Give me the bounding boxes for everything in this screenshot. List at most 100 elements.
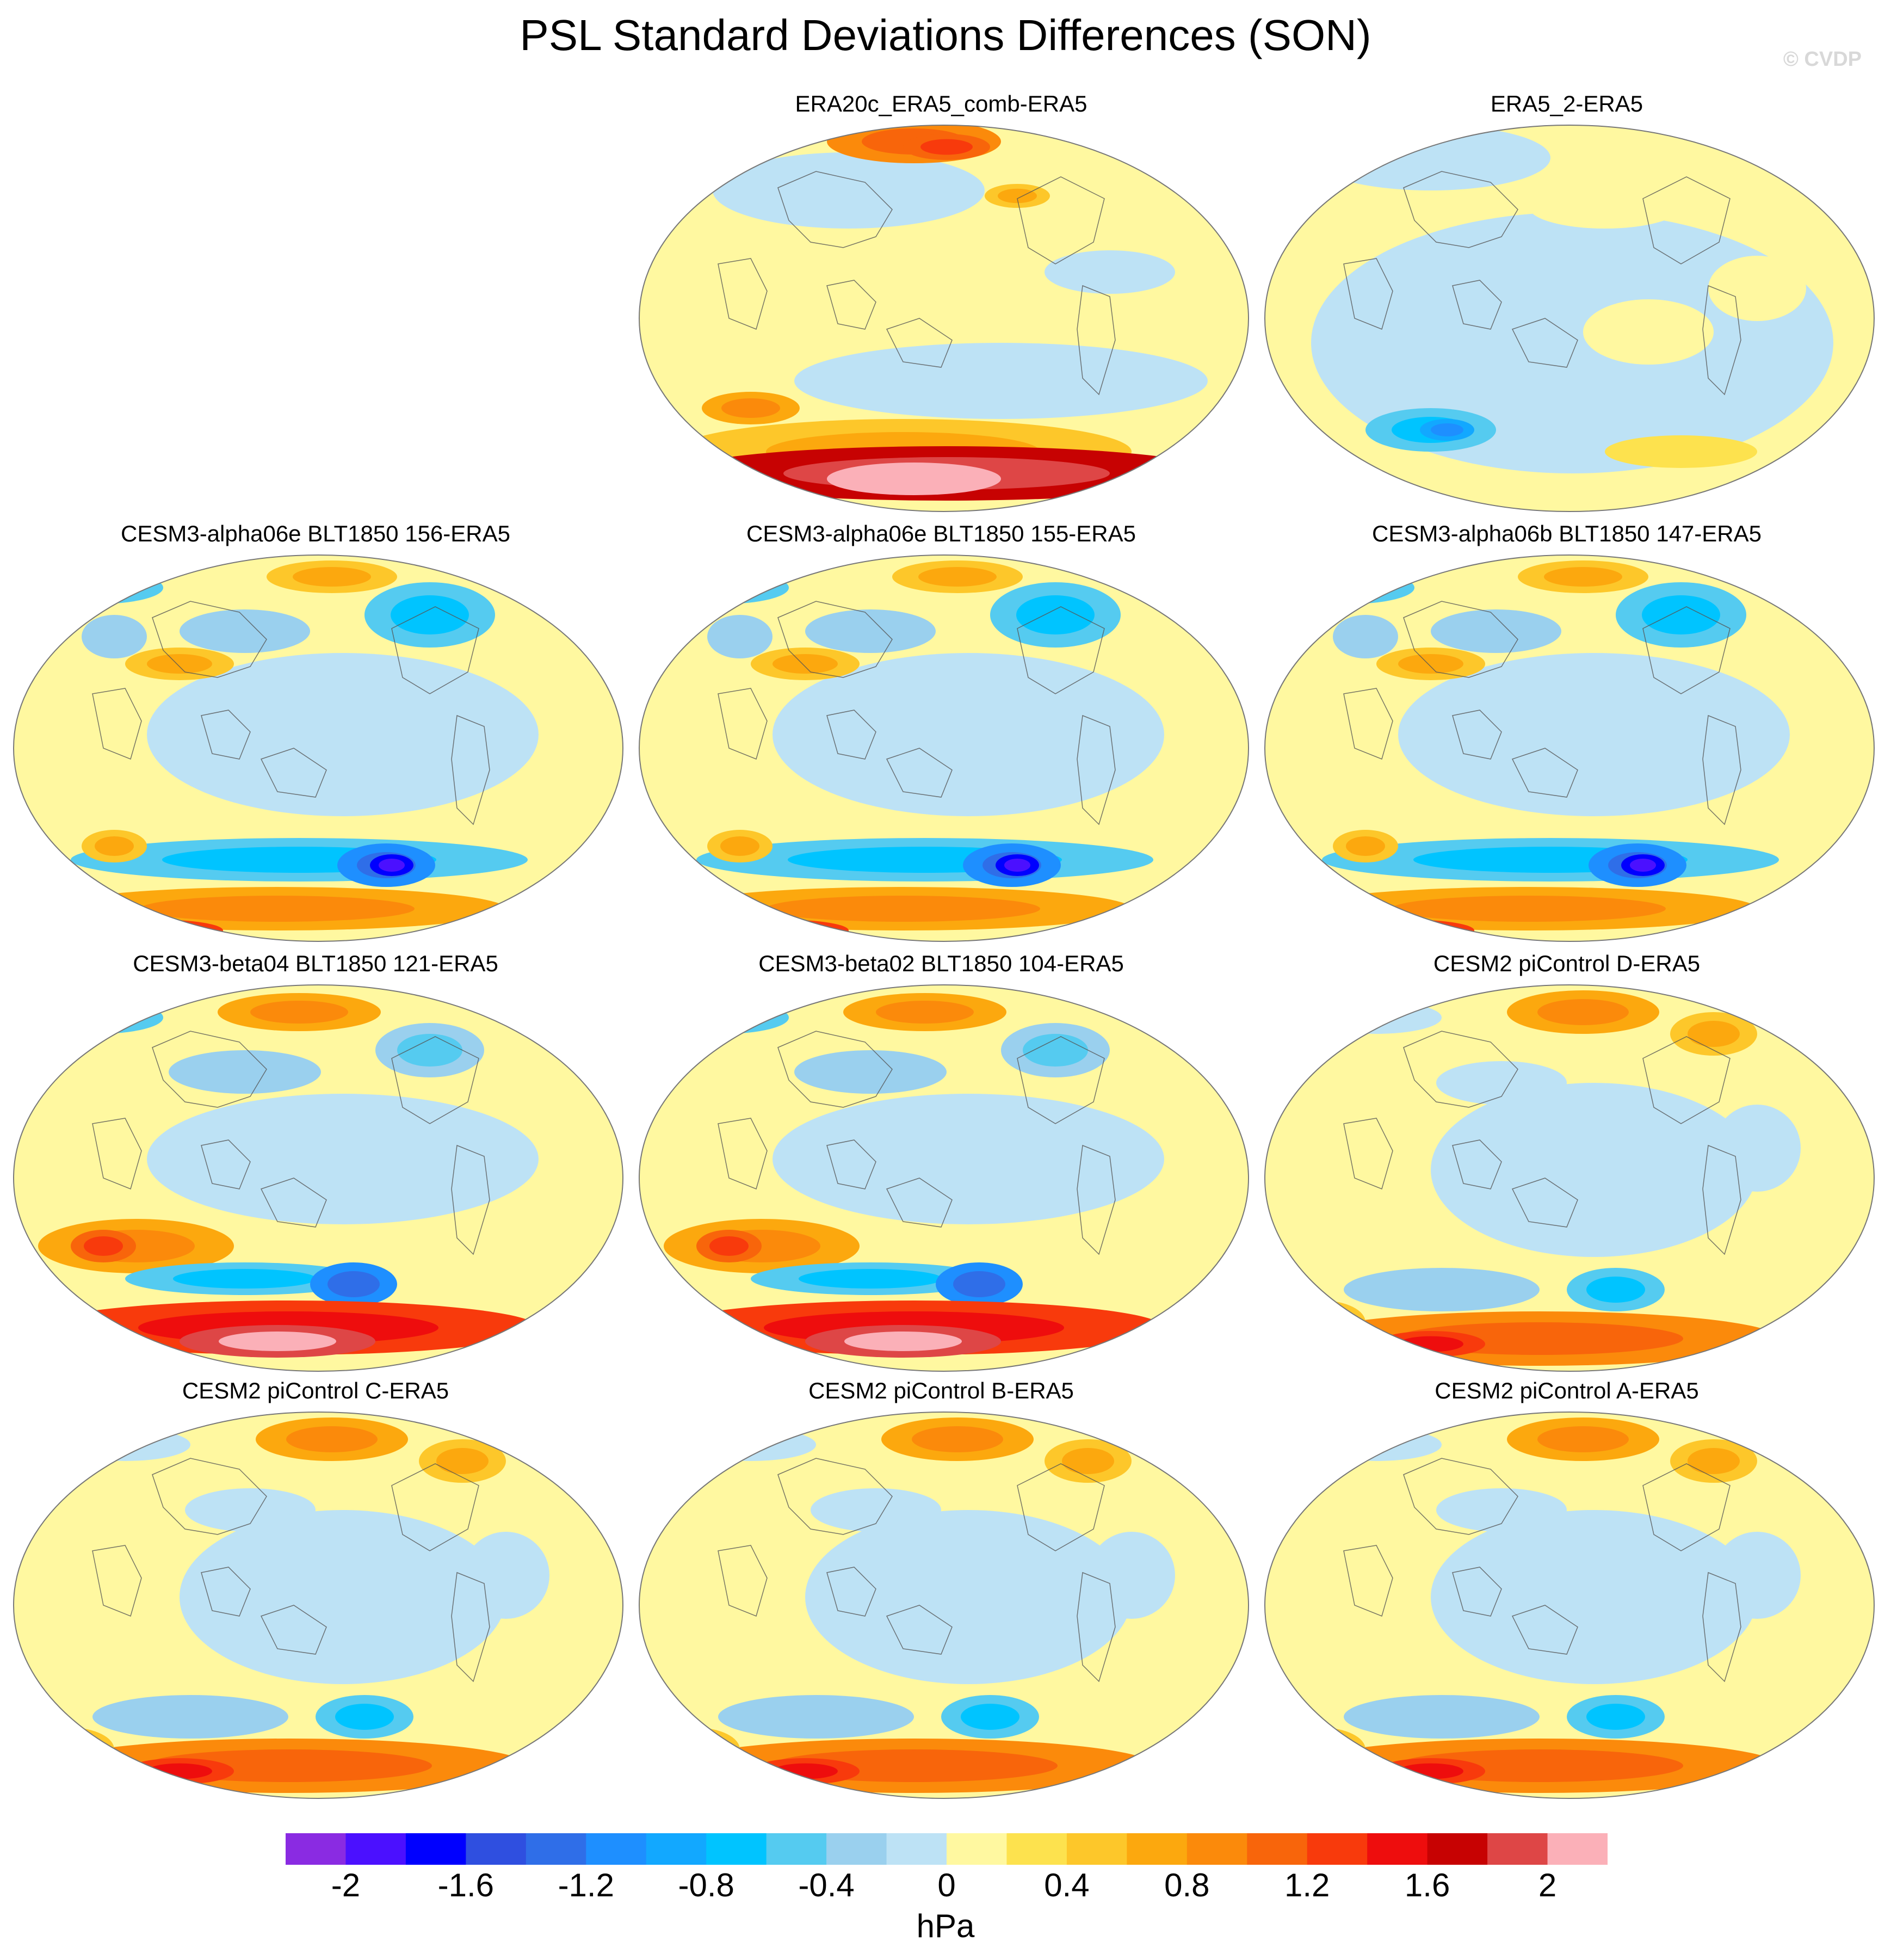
coastline [1642, 1463, 1731, 1551]
coastline [1642, 176, 1731, 264]
colorbar-swatch [526, 1833, 586, 1865]
coastline [1642, 606, 1731, 694]
map-plot [1264, 125, 1875, 512]
map-border [13, 984, 623, 1372]
map-border [639, 125, 1249, 512]
coastline [886, 318, 953, 368]
contour-blob-inner [84, 1236, 123, 1256]
contour-blob-inner [1016, 595, 1095, 634]
watermark: © CVDP [1783, 48, 1862, 71]
map-border [639, 984, 1249, 1372]
coastline [826, 710, 876, 760]
contour-blob [1344, 1695, 1540, 1739]
contour-blob-inner [844, 1332, 962, 1351]
colorbar-tick-label: -1.6 [437, 1867, 495, 1903]
coastline [260, 1178, 327, 1228]
contour-blob [658, 1001, 789, 1034]
map-plot [639, 984, 1249, 1372]
map-field [14, 555, 623, 941]
contour-blob [794, 1050, 947, 1094]
contour-blob-inner [766, 896, 1040, 922]
colorbar-tick-label: 1.6 [1404, 1867, 1450, 1903]
coastline [777, 171, 893, 248]
contour-blob-inner [173, 1269, 317, 1289]
coastline [718, 688, 768, 760]
contour-blob-inner [45, 1736, 97, 1762]
contour-blob [1284, 571, 1414, 604]
coastline [777, 1458, 893, 1535]
coastline [1017, 606, 1105, 694]
contour-blob-inner [670, 1736, 722, 1762]
contour-blob [1529, 185, 1681, 229]
map-border [13, 1412, 623, 1799]
map-plot [1264, 554, 1875, 942]
coastline [260, 748, 327, 798]
contour-blob [1344, 920, 1474, 941]
coastline [1017, 1463, 1105, 1551]
contour-blob-inner [1537, 999, 1629, 1025]
contour-blob-inner [1537, 1426, 1629, 1452]
map-border [1264, 554, 1875, 942]
map-panel: CESM3-alpha06b BLT1850 147-ERA5 [1251, 520, 1882, 950]
colorbar-swatch [1066, 1833, 1127, 1865]
map-panel: CESM3-alpha06e BLT1850 155-ERA5 [626, 520, 1257, 950]
contour-blob [462, 1532, 549, 1619]
coastline [92, 1545, 142, 1617]
contour-blob-inner [744, 924, 823, 937]
contour-blob-inner [327, 1271, 380, 1297]
contour-blob [1278, 1300, 1365, 1344]
contour-blob [773, 653, 1164, 816]
colorbar-swatch [405, 1833, 466, 1865]
contour-blob-inner [1586, 1277, 1645, 1303]
coastline [1343, 1545, 1393, 1617]
contour-blob-inner [876, 1001, 974, 1024]
map-plot [639, 1412, 1249, 1799]
map-panel: ERA20c_ERA5_comb-ERA5 [626, 90, 1257, 520]
contour-blob-inner [720, 836, 759, 856]
contour-blob-inner [773, 654, 838, 674]
coastline [1077, 285, 1116, 396]
coastline [201, 1567, 251, 1617]
panel-title: CESM2 piControl B-ERA5 [808, 1378, 1074, 1403]
colorbar-swatch [1186, 1833, 1247, 1865]
coastline [826, 280, 876, 330]
coastline [1343, 1118, 1393, 1190]
contour-blob [805, 609, 936, 653]
coastline [1511, 748, 1578, 798]
coastline [1077, 714, 1116, 825]
coastline [92, 688, 142, 760]
map-border [1264, 984, 1875, 1372]
contour-blob [1605, 435, 1757, 468]
map-plot [13, 984, 623, 1372]
colorbar-tick-label: -0.4 [798, 1867, 855, 1903]
map-border [639, 554, 1249, 942]
coastline [1702, 714, 1741, 825]
contour-blob [147, 1094, 539, 1224]
contour-blob [653, 1728, 740, 1771]
page-title: PSL Standard Deviations Differences (SON… [520, 11, 1371, 59]
colorbar-swatch [1127, 1833, 1188, 1865]
map-field [14, 985, 623, 1371]
contour-blob-inner [961, 1704, 1019, 1730]
contour-blob-inner [918, 567, 997, 587]
map-panel: CESM2 piControl C-ERA5 [0, 1377, 631, 1807]
contour-blob [1708, 256, 1806, 321]
coastline [1452, 280, 1502, 330]
contour-blob-inner [1392, 896, 1666, 922]
contour-blob [180, 1510, 506, 1684]
contour-blob [1088, 1532, 1175, 1619]
contour-blob-inner [391, 595, 469, 634]
contour-blob-inner [397, 1034, 462, 1067]
contour-blob-inner [998, 188, 1037, 204]
contour-blob-inner [436, 1448, 489, 1474]
contour-blob [794, 343, 1208, 419]
coastline [1511, 1605, 1578, 1655]
contour-blob-inner [862, 469, 966, 489]
contour-blob-inner [799, 1269, 942, 1289]
map-border [13, 554, 623, 942]
coastline [1702, 1571, 1741, 1682]
contour-blob-inner [1544, 567, 1622, 587]
contour-blob [713, 152, 985, 229]
contour-blob-inner [1004, 859, 1030, 872]
colorbar-swatch [826, 1833, 887, 1865]
